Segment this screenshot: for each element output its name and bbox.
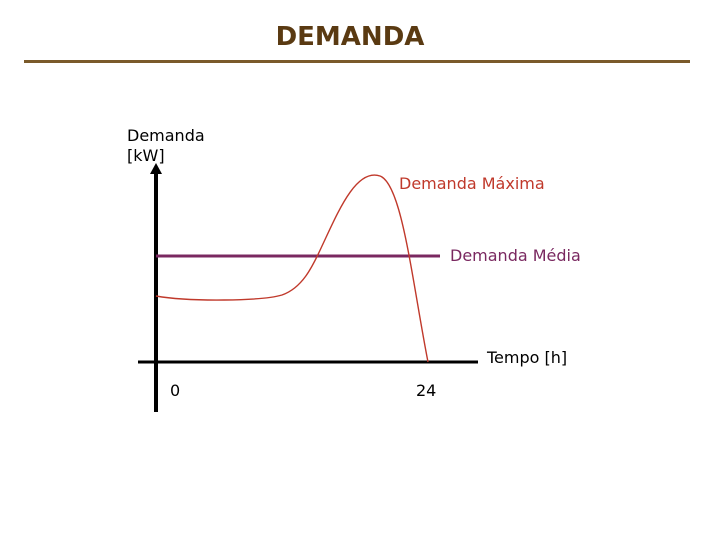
y-axis-arrowhead [150,163,162,174]
x-axis-label: Tempo [h] [487,348,568,367]
y-axis-label: Demanda [kW] [127,126,205,166]
x-tick-start: 0 [170,381,181,400]
max-demand-label: Demanda Máxima [399,174,545,193]
y-axis-label-line2: [kW] [127,146,165,165]
slide-title: DEMANDA [275,22,425,52]
title-divider [24,60,690,63]
avg-demand-label: Demanda Média [450,246,581,265]
demand-curve [155,174,429,363]
x-tick-end: 24 [416,381,437,400]
y-axis-label-line1: Demanda [127,126,205,145]
